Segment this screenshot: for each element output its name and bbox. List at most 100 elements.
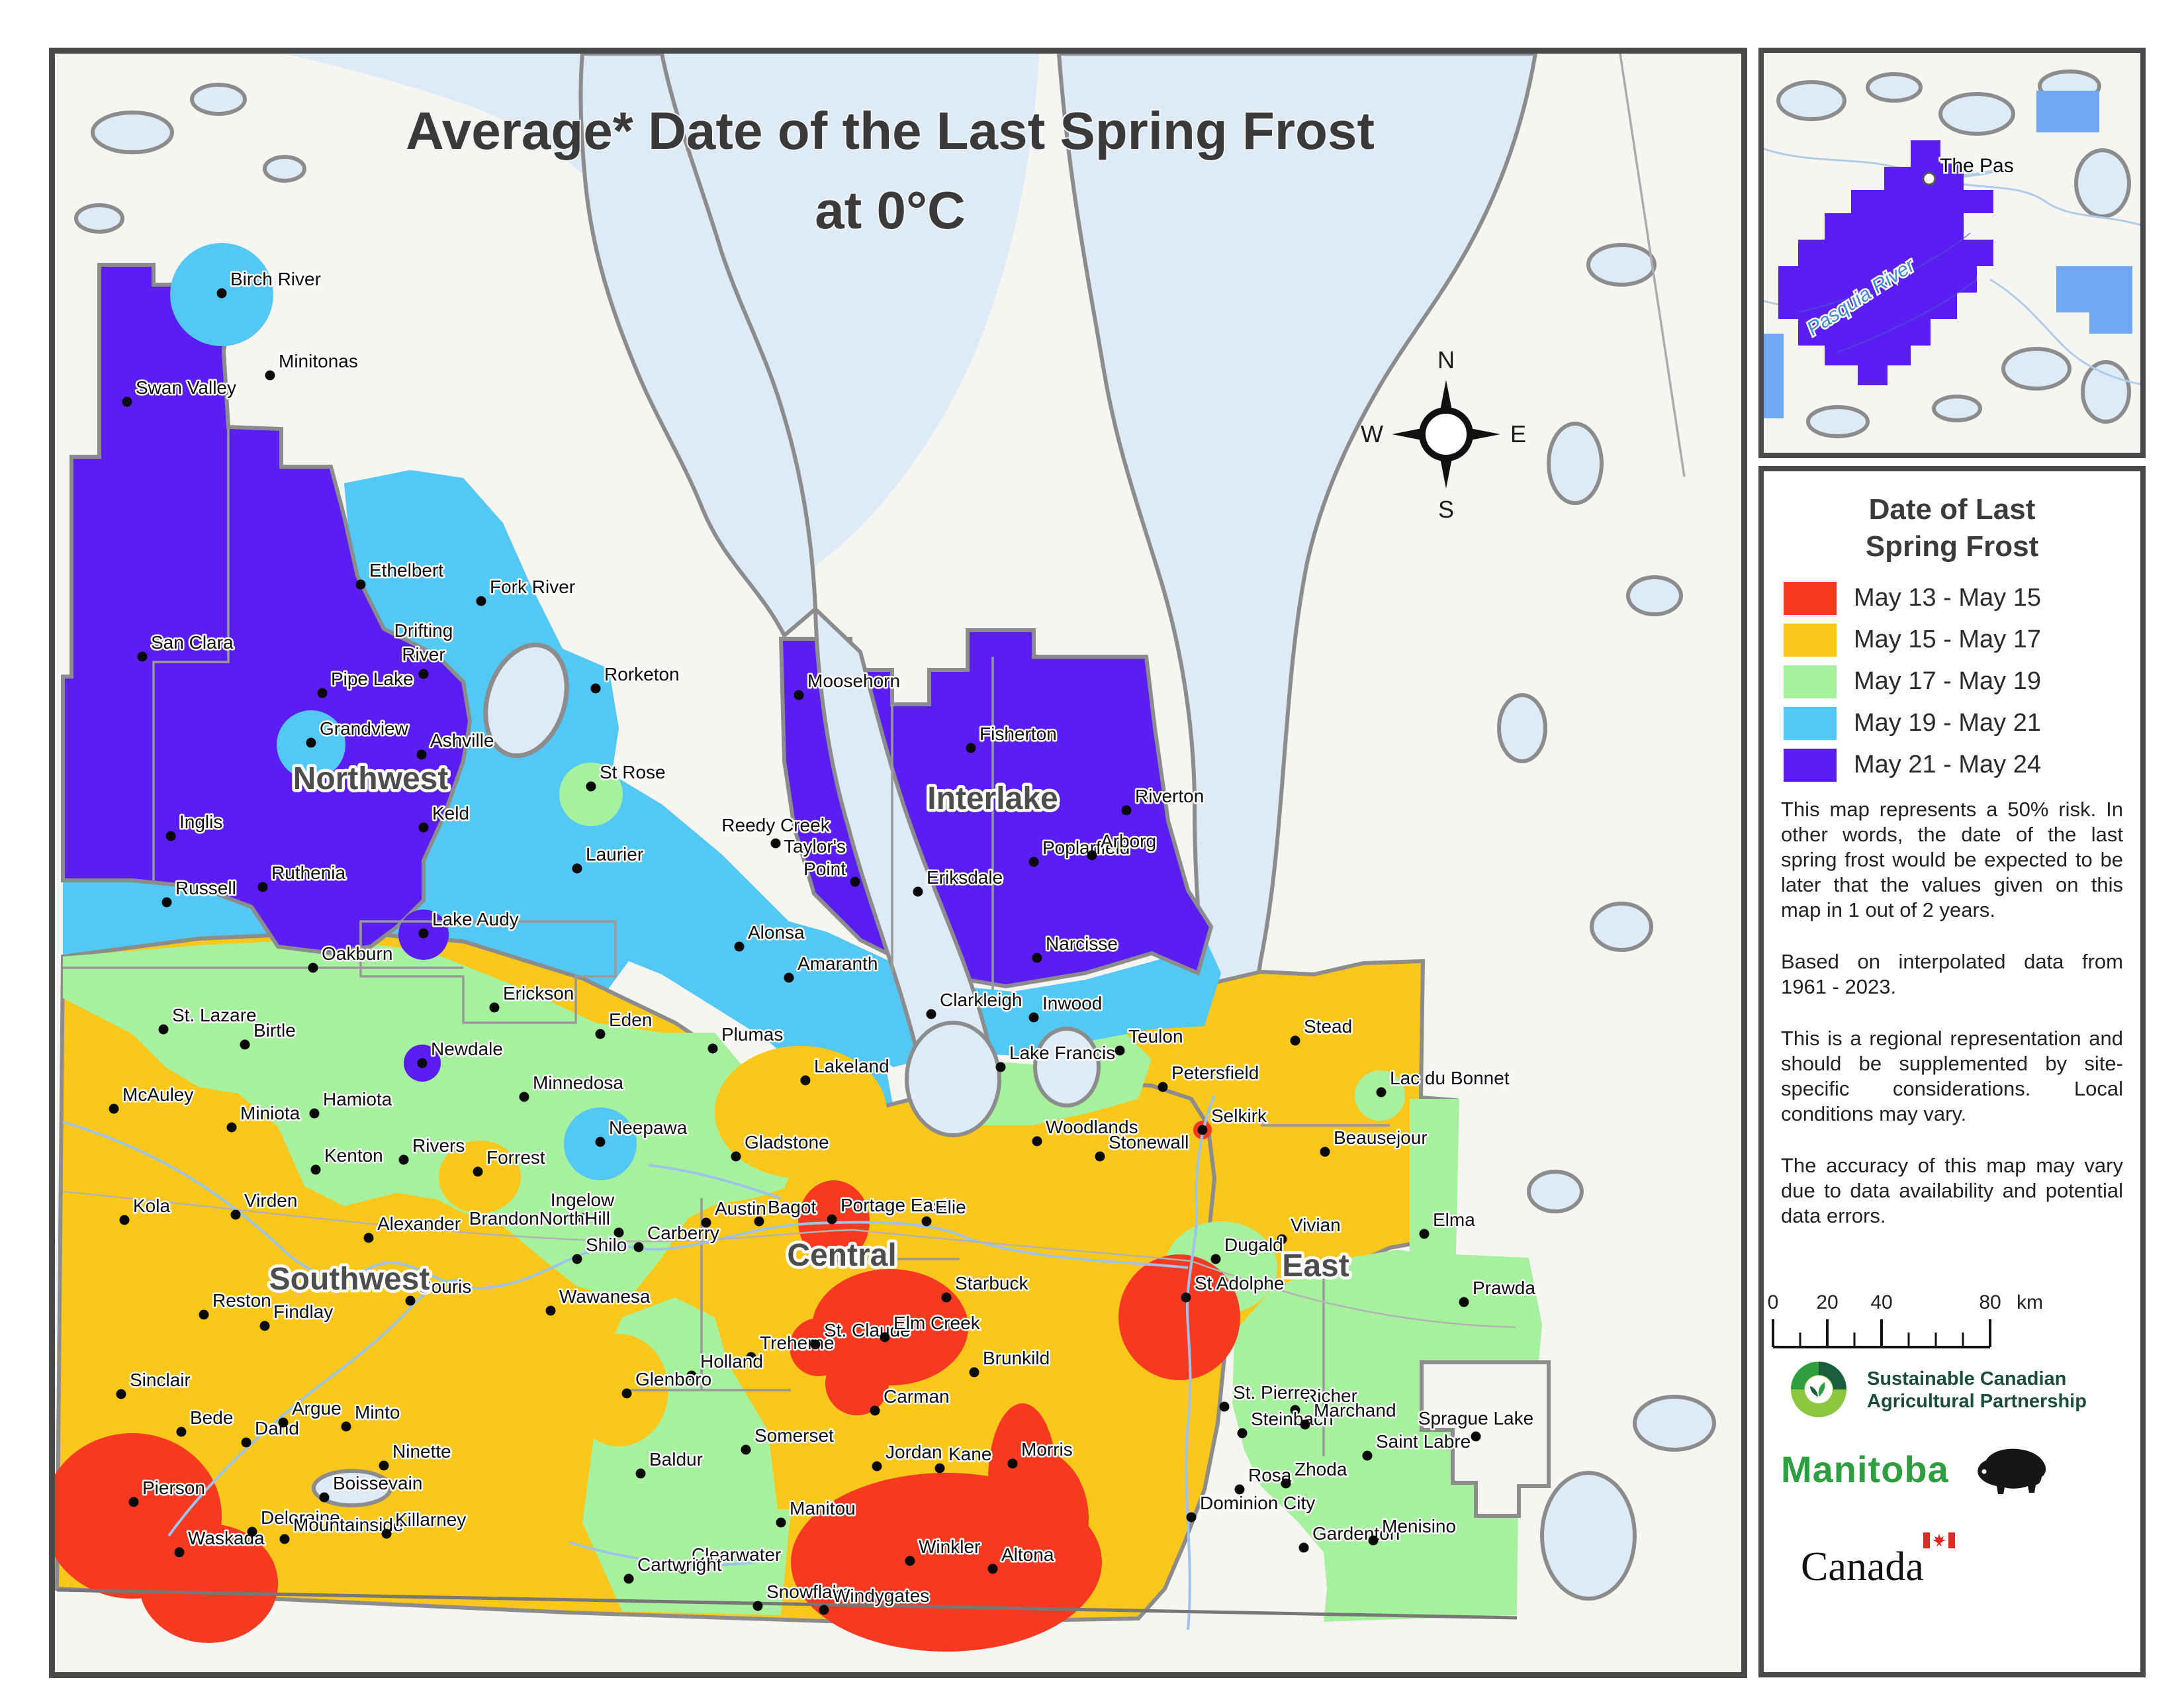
town-label: Moosehorn [807,671,900,691]
town-dot [850,876,860,887]
scap-ring-dark [1819,1362,1846,1389]
town-label: Manitou [790,1498,856,1519]
lake [2074,148,2131,218]
zone-green-west [63,939,794,1299]
town-label: Saint Labre [1376,1431,1471,1452]
town-dot [1028,1012,1039,1023]
town-label: Wawanesa [559,1286,651,1307]
boundary-line [152,429,230,880]
town-label: Deloraine [261,1507,340,1528]
town-label: Dugald [1224,1235,1283,1255]
town-dot [1376,1087,1387,1098]
town-label: Keld [432,803,469,823]
region-label-southwest: Southwest [269,1262,430,1297]
town-label: Austin [715,1198,766,1219]
town-label: Ingelow [551,1190,615,1210]
town-label: Winkler [919,1536,980,1557]
legend-item: May 17 - May 19 [1784,661,2127,702]
town-label: Reedy Creek [721,815,830,835]
town-dot [731,1151,741,1162]
town-dot [872,1461,882,1472]
zone-yellow-lakeland [715,1046,887,1178]
town-label: Inwood [1042,993,1102,1013]
town-label: Arborg [1101,831,1156,851]
town-dot [926,1009,936,1019]
legend-item-label: May 17 - May 19 [1854,667,2041,695]
town-dot [174,1547,185,1558]
town-dot [678,1564,688,1574]
town-label: Teulon [1128,1026,1183,1047]
town-dot [1210,1254,1221,1264]
town-dot [1095,1151,1105,1162]
boundary-line [629,1198,960,1391]
town-label: Starbuck [955,1273,1028,1293]
town-label: Miniota [240,1103,300,1123]
flag-bar-right [1948,1532,1955,1548]
compass-e-label: E [1510,420,1526,447]
town-label: Fork River [490,577,575,597]
town-dot [969,1367,979,1378]
town-dot [226,1122,237,1133]
whitemud-river [648,1164,782,1199]
town-label: Alexander [377,1213,461,1234]
scalebar-unit: km [2017,1291,2043,1313]
town-dot [1197,1125,1208,1135]
legend-item: May 21 - May 24 [1784,744,2127,786]
town-label: Ethelbert [369,560,443,581]
town-label: Drifting [394,620,453,641]
town-label: Pipe Lake [331,669,414,689]
town-label: Poplarfield [1042,837,1130,858]
town-label: Oakburn [322,943,392,964]
town-dot [1471,1431,1481,1442]
scap-logo-icon [1791,1362,1846,1417]
town-label: Eden [609,1009,652,1030]
town-label: Jordan [886,1442,942,1462]
town-label: Dand [255,1418,299,1438]
scap-text-line2: Agricultural Partnership [1867,1391,2087,1412]
town-label: Plumas [721,1024,783,1045]
town-dot [921,1216,932,1227]
town-dot [572,863,582,874]
town-dot [752,1601,763,1611]
town-label: Minitonas [279,351,358,371]
zone-yellow-glenboro [569,1334,668,1446]
lake [1806,405,1870,438]
town-dot [381,1528,392,1539]
town-dot [1277,1234,1287,1244]
lake [1626,575,1683,616]
town-dot [247,1526,257,1537]
town-dot [418,928,429,939]
boundary-line [891,657,994,990]
legend-swatch [1784,748,1837,782]
flag-maple-leaf [1933,1534,1946,1547]
town-label: Ninette [392,1441,451,1462]
legend-title-line1: Date of Last [1868,493,2036,526]
legend-notes: This map represents a 50% risk. In other… [1781,797,2123,1255]
town-label: Gladstone [745,1132,829,1152]
map-title-line1: Average* Date of the Last Spring Frost [406,101,1375,160]
lake [91,111,174,154]
town-dot [784,972,794,983]
legend-swatch [1784,581,1837,615]
town-dot [176,1427,187,1437]
town-dot [317,688,328,698]
compass-s-label: S [1438,496,1454,523]
town-label: Elie [935,1197,966,1217]
town-label: Lake Francis [1009,1043,1115,1063]
legend-items: May 13 - May 15 May 15 - May 17 May 17 - M… [1784,577,2127,786]
town-label: Morris [1021,1439,1073,1460]
legend-note: Based on interpolated data from 1961 - 2… [1781,950,2123,998]
town-dot [1300,1419,1310,1430]
town-label: Petersfield [1171,1062,1259,1083]
scalebar-label: 0 [1768,1291,1779,1313]
town-label: Carman [884,1386,950,1407]
manitoba-logo: Manitoba [1781,1448,2046,1494]
town-label: St. Pierre [1233,1382,1310,1403]
town-dot [1186,1512,1197,1523]
manitoba-wordmark: Manitoba [1781,1448,1949,1490]
town-dot [161,897,172,908]
town-label: Virden [244,1190,297,1211]
town-label: Lac du Bonnet [1390,1068,1510,1088]
town-dot [165,831,176,841]
canada-flag-icon [1923,1532,1955,1548]
